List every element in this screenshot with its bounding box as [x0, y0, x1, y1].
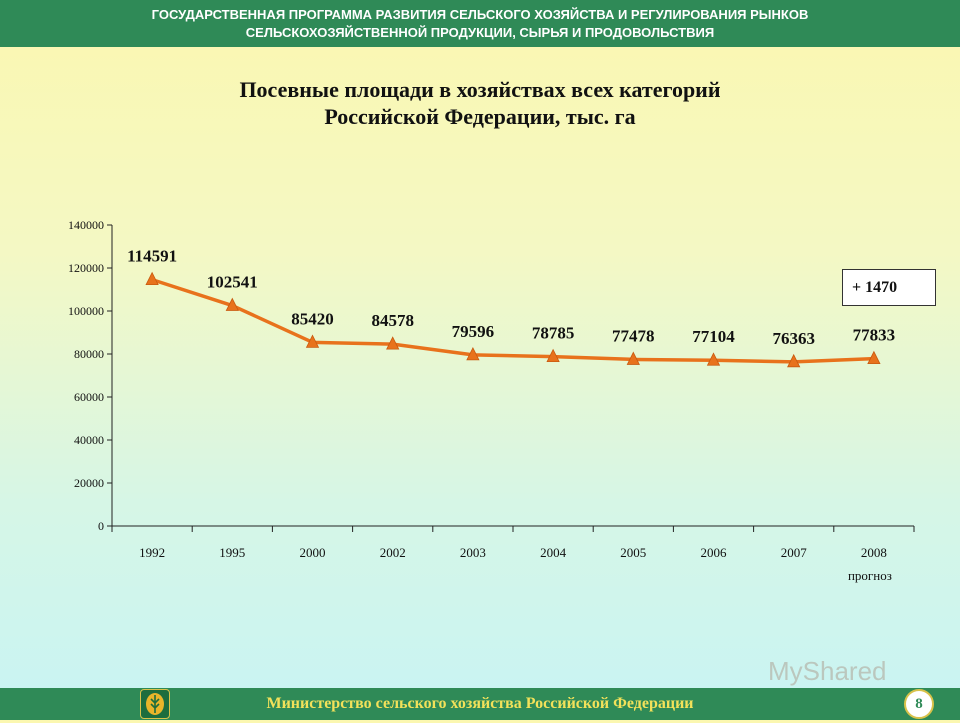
y-tick-label: 140000: [68, 218, 104, 232]
x-note-label: прогноз: [848, 568, 892, 583]
data-point: [626, 351, 640, 365]
series-line: [151, 277, 874, 364]
banner-line-2: СЕЛЬСКОХОЗЯЙСТВЕННОЙ ПРОДУКЦИИ, СЫРЬЯ И …: [245, 25, 715, 40]
y-tick-label: 20000: [74, 476, 104, 490]
data-point: [787, 353, 801, 368]
forecast-annotation: + 1470: [842, 269, 936, 306]
chart-title-line-1: Посевные площади в хозяйствах всех катег…: [239, 77, 721, 102]
y-tick-label: 80000: [74, 347, 104, 361]
ministry-logo-icon: [140, 689, 170, 719]
banner-line-1: ГОСУДАРСТВЕННАЯ ПРОГРАММА РАЗВИТИЯ СЕЛЬС…: [151, 7, 809, 22]
data-label: 77104: [692, 327, 735, 346]
data-point: [867, 350, 881, 365]
data-point: [466, 346, 480, 361]
x-tick-label: 2003: [460, 545, 486, 560]
data-point: [386, 336, 400, 350]
data-point: [305, 334, 320, 348]
data-label: 78785: [532, 324, 575, 343]
data-point: [706, 352, 721, 366]
y-tick-label: 120000: [68, 261, 104, 275]
x-tick-label: 2005: [620, 545, 646, 560]
y-tick-label: 0: [98, 519, 104, 533]
footer-ministry: Министерство сельского хозяйства Российс…: [266, 695, 694, 712]
page-number: 8: [904, 689, 934, 719]
x-tick-label: 2006: [701, 545, 728, 560]
x-tick-label: 2008: [861, 545, 887, 560]
data-point: [546, 348, 560, 363]
chart-title-line-2: Российской Федерации, тыс. га: [324, 104, 636, 129]
y-tick-label: 100000: [68, 304, 104, 318]
data-point: [145, 271, 159, 286]
data-point: [225, 297, 239, 311]
y-tick-label: 40000: [74, 433, 104, 447]
data-label: 102541: [207, 273, 258, 292]
data-label: 84578: [371, 311, 414, 330]
chart-title: Посевные площади в хозяйствах всех катег…: [0, 76, 960, 130]
y-tick-label: 60000: [74, 390, 104, 404]
x-tick-label: 2004: [540, 545, 567, 560]
x-tick-label: 2007: [781, 545, 808, 560]
data-label: 85420: [291, 309, 334, 328]
x-tick-label: 2000: [300, 545, 326, 560]
data-label: 79596: [452, 322, 495, 341]
data-label: 77833: [853, 326, 896, 345]
top-banner: ГОСУДАРСТВЕННАЯ ПРОГРАММА РАЗВИТИЯ СЕЛЬС…: [0, 0, 960, 47]
x-tick-label: 1992: [139, 545, 165, 560]
watermark: MyShared: [768, 656, 887, 686]
data-label: 76363: [772, 329, 815, 348]
data-label: 77478: [612, 326, 655, 345]
x-tick-label: 1995: [219, 545, 245, 560]
x-tick-label: 2002: [380, 545, 406, 560]
data-label: 114591: [127, 247, 177, 266]
